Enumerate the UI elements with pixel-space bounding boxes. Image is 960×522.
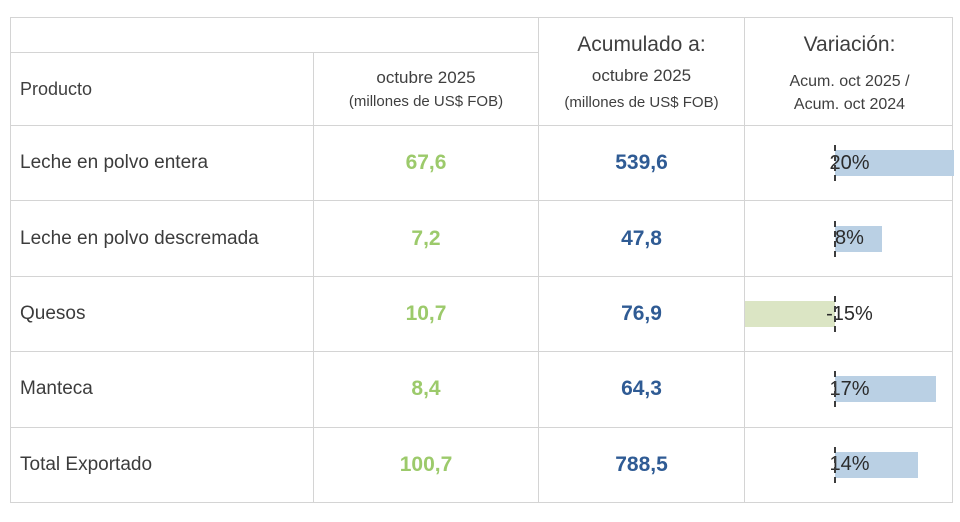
table-row: Leche en polvo descremada 7,2 47,8 8% <box>11 200 954 276</box>
variation-cell: 17% <box>744 352 954 427</box>
product-name-cell: Manteca <box>20 378 93 400</box>
variation-databar <box>834 225 883 252</box>
variation-cell: -15% <box>744 276 954 352</box>
variation-percent-label: 20% <box>829 151 870 174</box>
accumulated-value-cell: 539,6 <box>538 126 744 201</box>
variation-cell: 20% <box>744 126 954 201</box>
monthly-value-cell: 10,7 <box>313 276 538 352</box>
accumulated-value-cell: 47,8 <box>538 201 744 276</box>
monthly-value-cell: 8,4 <box>313 352 538 427</box>
header-empty-cell <box>11 18 538 53</box>
table-row: Manteca 8,4 64,3 17% <box>11 351 954 427</box>
column-header-accumulated: Acumulado a: octubre 2025 (millones de U… <box>538 18 744 125</box>
databar-zero-axis <box>833 220 836 257</box>
databar-zero-axis <box>833 371 836 408</box>
variation-header-line1: Acum. oct 2025 / <box>789 72 910 90</box>
monthly-value-cell: 7,2 <box>313 201 538 276</box>
variation-cell: 8% <box>744 201 954 276</box>
table-header: Producto octubre 2025 (millones de US$ F… <box>11 18 952 125</box>
databar-zero-axis <box>833 145 836 182</box>
databar-zero-axis <box>833 296 836 333</box>
accumulated-header-title: Acumulado a: <box>577 33 706 56</box>
dairy-exports-table: Producto octubre 2025 (millones de US$ F… <box>10 17 954 503</box>
accumulated-value-cell: 64,3 <box>538 352 744 427</box>
variation-percent-label: -15% <box>826 302 873 325</box>
variation-databar <box>834 451 919 478</box>
product-name-cell: Total Exportado <box>20 453 153 475</box>
monthly-value-cell: 67,6 <box>313 126 538 201</box>
accumulated-header-period: octubre 2025 <box>591 66 692 85</box>
accumulated-value-cell: 788,5 <box>538 427 744 503</box>
monthly-value-cell: 100,7 <box>313 427 538 503</box>
monthly-header-unit: (millones de US$ FOB) <box>348 93 504 110</box>
variation-percent-label: 8% <box>835 227 864 250</box>
table-row: Quesos 10,7 76,9 -15% <box>11 275 954 352</box>
monthly-header-period: octubre 2025 <box>376 68 476 87</box>
table-row: Leche en polvo entera 67,6 539,6 20% <box>11 125 954 201</box>
accumulated-header-unit: (millones de US$ FOB) <box>564 94 719 111</box>
product-name-cell: Leche en polvo entera <box>20 152 209 174</box>
table-row: Total Exportado 100,7 788,5 14% <box>11 426 954 503</box>
accumulated-value-cell: 76,9 <box>538 276 744 352</box>
column-header-monthly: octubre 2025 (millones de US$ FOB) <box>313 53 538 125</box>
column-header-variation: Variación: Acum. oct 2025 / Acum. oct 20… <box>744 18 954 125</box>
variation-header-line2: Acum. oct 2024 <box>793 95 906 113</box>
variation-header-title: Variación: <box>803 32 896 56</box>
variation-databar <box>834 376 937 403</box>
variation-databar <box>745 301 835 328</box>
product-name-cell: Quesos <box>20 303 86 325</box>
variation-cell: 14% <box>744 427 954 503</box>
column-header-producto: Producto <box>20 78 93 99</box>
header-left-block: Producto octubre 2025 (millones de US$ F… <box>11 18 538 125</box>
databar-zero-axis <box>833 446 836 483</box>
variation-databar <box>834 150 954 177</box>
variation-percent-label: 17% <box>829 377 870 400</box>
product-name-cell: Leche en polvo descremada <box>20 227 259 249</box>
variation-percent-label: 14% <box>829 453 870 476</box>
